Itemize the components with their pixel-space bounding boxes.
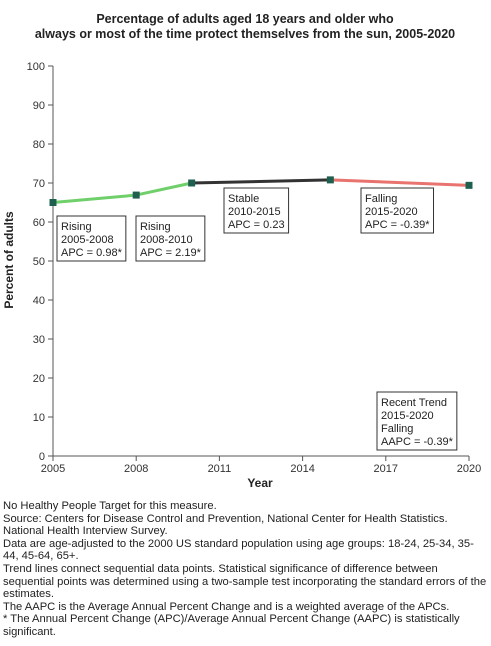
trend-segment-rising (52, 193, 137, 204)
annotation-box (135, 215, 206, 262)
annotation-line: Recent Trend (381, 397, 447, 409)
annotation-line: Rising (61, 221, 92, 233)
x-tick-label: 2005 (41, 463, 65, 475)
data-point-marker (188, 179, 196, 187)
annotation-box (360, 187, 435, 234)
footnotes: No Healthy People Target for this measur… (3, 500, 489, 639)
annotation-line: 2005-2008 (61, 234, 114, 246)
annotation-box (223, 187, 290, 234)
data-point-marker (49, 199, 57, 206)
y-tick-label: 90 (33, 100, 45, 112)
footnote-target: No Healthy People Target for this measur… (3, 500, 217, 512)
trend-segment-falling (330, 178, 470, 187)
y-tick-label: 50 (33, 256, 45, 268)
trend-segment-rising (135, 181, 192, 197)
annotation-line: APC = 0.98* (61, 247, 123, 259)
y-tick-label: 30 (33, 334, 45, 346)
y-tick-label: 80 (33, 139, 45, 151)
x-tick-label: 2017 (374, 463, 398, 475)
annotation-line: APC = -0.39* (365, 219, 430, 231)
y-tick-label: 10 (33, 412, 45, 424)
x-tick-label: 2020 (457, 463, 481, 475)
footnote-age-adjustment: Data are age-adjusted to the 2000 US sta… (3, 537, 474, 563)
chart-title: Percentage of adults aged 18 years and o… (96, 12, 394, 26)
x-tick-label: 2014 (290, 463, 314, 475)
y-tick-label: 0 (39, 451, 45, 463)
y-axis-label: Percent of adults (2, 211, 16, 309)
footnote-significance: * The Annual Percent Change (APC)/Averag… (3, 613, 460, 638)
y-tick-label: 60 (33, 217, 45, 229)
annotation-line: 2015-2020 (365, 206, 418, 218)
annotation-line: AAPC = -0.39* (381, 436, 454, 448)
trend-segment-stable (191, 178, 331, 185)
annotation-line: APC = 0.23 (228, 219, 285, 231)
x-tick-label: 2011 (208, 463, 232, 475)
annotation-box (376, 391, 458, 451)
chart-subtitle: always or most of the time protect thems… (35, 27, 455, 41)
annotation-line: 2008-2010 (140, 234, 193, 246)
data-point-marker (326, 176, 334, 184)
annotation-line: 2015-2020 (381, 410, 434, 422)
footnote-source: Source: Centers for Disease Control and … (3, 512, 448, 538)
line-chart: Percentage of adults aged 18 years and o… (2, 12, 481, 490)
annotation-line: 2010-2015 (228, 206, 281, 218)
data-point-marker (465, 181, 473, 189)
y-tick-label: 40 (33, 295, 45, 307)
annotation-line: Falling (381, 423, 413, 435)
data-point-marker (132, 191, 140, 199)
footnote-trend-lines: Trend lines connect sequential data poin… (3, 562, 487, 601)
annotation-box (56, 215, 127, 262)
annotation-line: Stable (228, 193, 259, 205)
footnote-aapc: The AAPC is the Average Annual Percent C… (3, 600, 450, 613)
x-axis-label: Year (247, 476, 273, 490)
annotation-line: APC = 2.19* (140, 247, 202, 259)
annotation-line: Rising (140, 221, 171, 233)
y-tick-label: 100 (27, 61, 45, 73)
y-tick-label: 20 (33, 373, 45, 385)
annotation-line: Falling (365, 193, 397, 205)
y-tick-label: 70 (33, 178, 45, 190)
x-tick-label: 2008 (124, 463, 148, 475)
